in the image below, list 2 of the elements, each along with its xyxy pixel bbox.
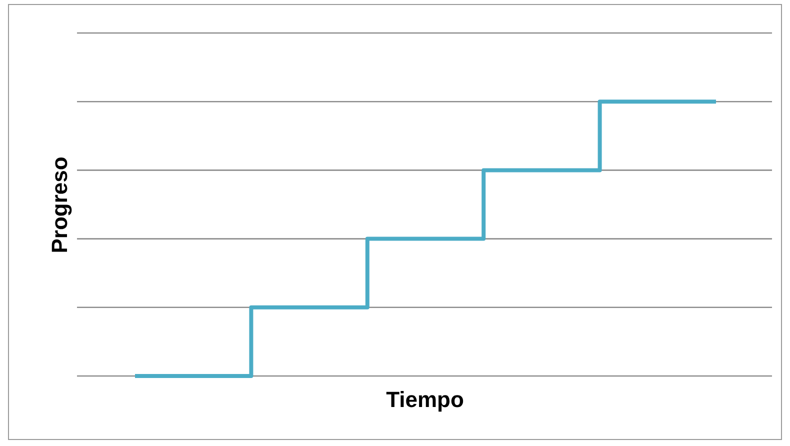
y-axis-title: Progreso <box>47 156 72 254</box>
x-axis-title: Tiempo <box>386 387 464 412</box>
